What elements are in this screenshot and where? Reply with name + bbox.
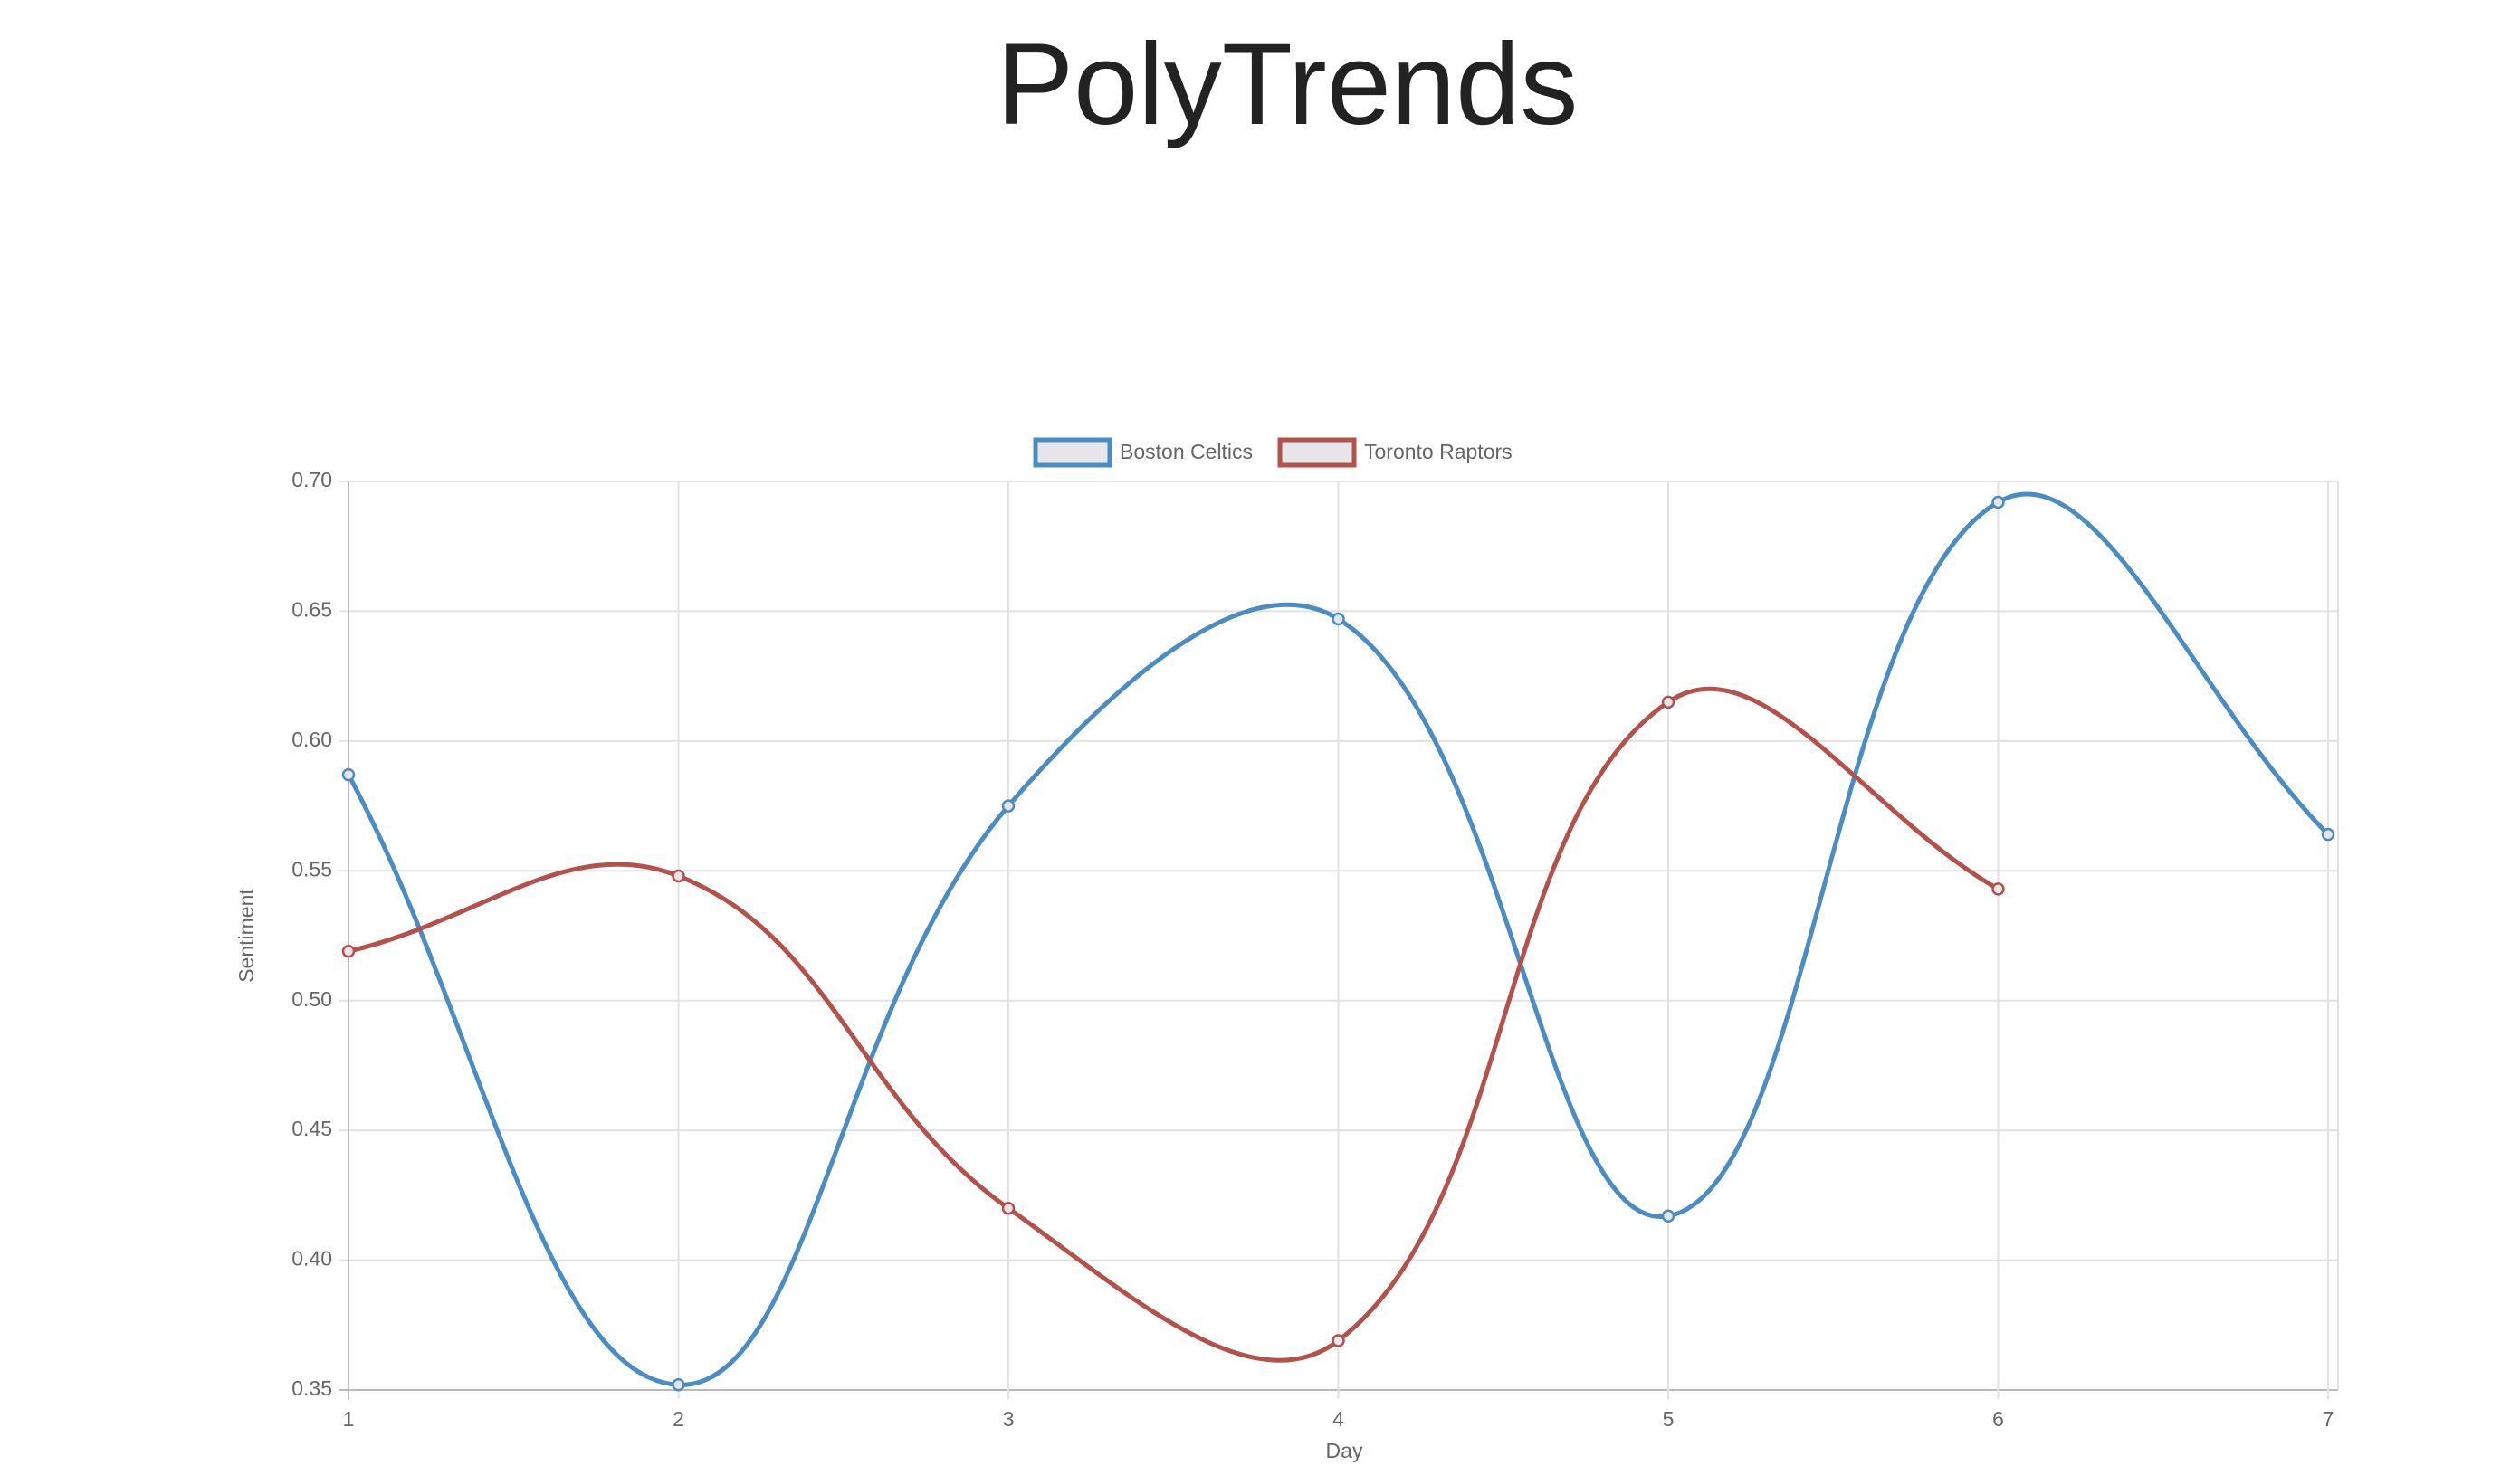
x-axis-title: Day xyxy=(1326,1439,1363,1462)
legend-label: Toronto Raptors xyxy=(1364,440,1513,463)
data-point xyxy=(1332,1334,1345,1347)
x-tick-label: 6 xyxy=(1992,1407,2004,1431)
data-point xyxy=(341,767,356,782)
data-point xyxy=(1661,1209,1675,1223)
x-tick-label: 7 xyxy=(2323,1407,2334,1431)
data-point xyxy=(2321,827,2335,842)
data-point xyxy=(1001,799,1016,813)
x-tick-label: 1 xyxy=(343,1407,355,1431)
legend-swatch xyxy=(1033,437,1112,468)
y-tick-label: 0.40 xyxy=(291,1247,332,1271)
data-point xyxy=(672,1378,685,1392)
data-point xyxy=(1332,612,1345,626)
data-point xyxy=(672,869,685,883)
y-tick-label: 0.60 xyxy=(291,728,332,751)
legend-label: Boston Celtics xyxy=(1120,440,1253,463)
data-point xyxy=(1661,695,1675,709)
data-point xyxy=(1991,882,2005,896)
page-title: PolyTrends xyxy=(997,20,1579,149)
x-tick-label: 4 xyxy=(1332,1407,1344,1431)
y-axis-title: Sentiment xyxy=(234,889,258,983)
legend-swatch xyxy=(1277,437,1357,468)
x-tick-label: 5 xyxy=(1663,1407,1675,1431)
x-tick-label: 2 xyxy=(673,1407,684,1431)
y-tick-label: 0.35 xyxy=(291,1376,332,1400)
y-tick-label: 0.55 xyxy=(291,857,332,881)
data-point xyxy=(1001,1201,1016,1215)
y-tick-label: 0.65 xyxy=(291,598,332,622)
data-point xyxy=(341,944,356,958)
y-tick-label: 0.45 xyxy=(291,1117,332,1140)
x-tick-label: 3 xyxy=(1003,1407,1015,1431)
data-point xyxy=(1991,495,2005,509)
y-tick-label: 0.70 xyxy=(291,468,332,491)
y-tick-label: 0.50 xyxy=(291,987,332,1011)
